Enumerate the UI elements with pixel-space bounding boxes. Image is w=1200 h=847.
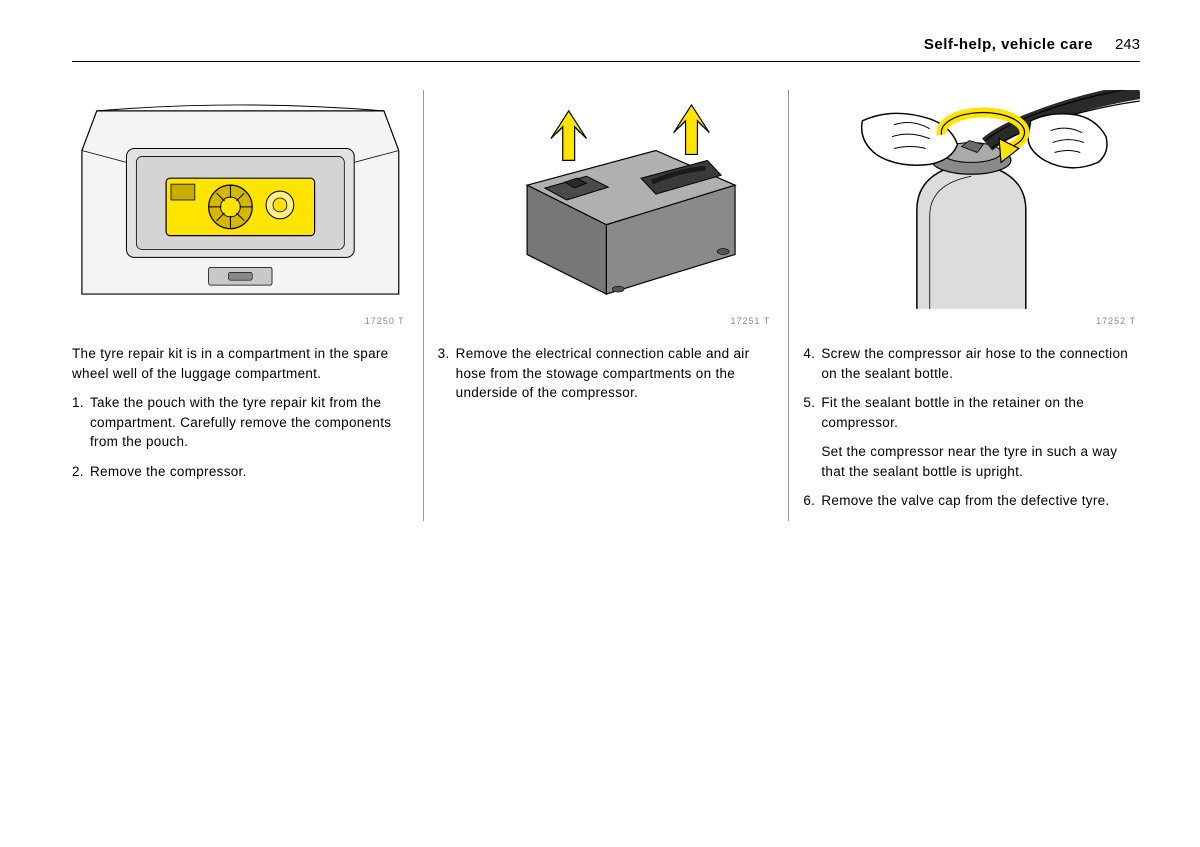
- step-text: Set the compressor near the tyre in such…: [821, 444, 1117, 479]
- page-number: 243: [1115, 36, 1140, 53]
- arrow-up-icon: [673, 105, 709, 155]
- intro-text: The tyre repair kit is in a compartment …: [72, 344, 409, 383]
- step-text: Screw the compressor air hose to the con…: [821, 346, 1128, 381]
- step-1: 1. Take the pouch with the tyre repair k…: [72, 393, 409, 452]
- page-header: Self-help, vehicle care 243: [72, 36, 1140, 62]
- step-5: 5. Fit the sealant bottle in the retaine…: [803, 393, 1140, 432]
- figure-caption: 17252 T: [803, 316, 1140, 326]
- step-text: Remove the compressor.: [90, 464, 247, 479]
- step-2: 2. Remove the compressor.: [72, 462, 409, 482]
- content-columns: 17250 T The tyre repair kit is in a comp…: [72, 90, 1140, 521]
- column-3: 17252 T 4. Screw the compressor air hose…: [789, 90, 1140, 521]
- figure-caption: 17250 T: [72, 316, 409, 326]
- step-number: 1.: [72, 393, 84, 413]
- illustration-sealant-bottle: [803, 90, 1140, 310]
- step-3: 3. Remove the electrical connection cabl…: [438, 344, 775, 403]
- column-1: 17250 T The tyre repair kit is in a comp…: [72, 90, 424, 521]
- step-text: Remove the electrical connection cable a…: [456, 346, 750, 400]
- illustration-luggage-compartment: [72, 90, 409, 310]
- manual-page: Self-help, vehicle care 243: [0, 0, 1200, 561]
- step-number: 2.: [72, 462, 84, 482]
- section-title: Self-help, vehicle care: [924, 36, 1093, 53]
- step-number: 5.: [803, 393, 815, 413]
- step-number: 4.: [803, 344, 815, 364]
- illustration-compressor-box: [438, 90, 775, 310]
- step-text: Fit the sealant bottle in the retainer o…: [821, 395, 1084, 430]
- step-4: 4. Screw the compressor air hose to the …: [803, 344, 1140, 383]
- step-text: Take the pouch with the tyre repair kit …: [90, 395, 391, 449]
- figure-caption: 17251 T: [438, 316, 775, 326]
- column-2: 17251 T 3. Remove the electrical connect…: [424, 90, 790, 521]
- step-5-note: Set the compressor near the tyre in such…: [803, 442, 1140, 481]
- step-6: 6. Remove the valve cap from the defecti…: [803, 491, 1140, 511]
- step-text: Remove the valve cap from the defective …: [821, 493, 1109, 508]
- step-number: 3.: [438, 344, 450, 364]
- arrow-up-icon: [551, 111, 587, 161]
- step-number: 6.: [803, 491, 815, 511]
